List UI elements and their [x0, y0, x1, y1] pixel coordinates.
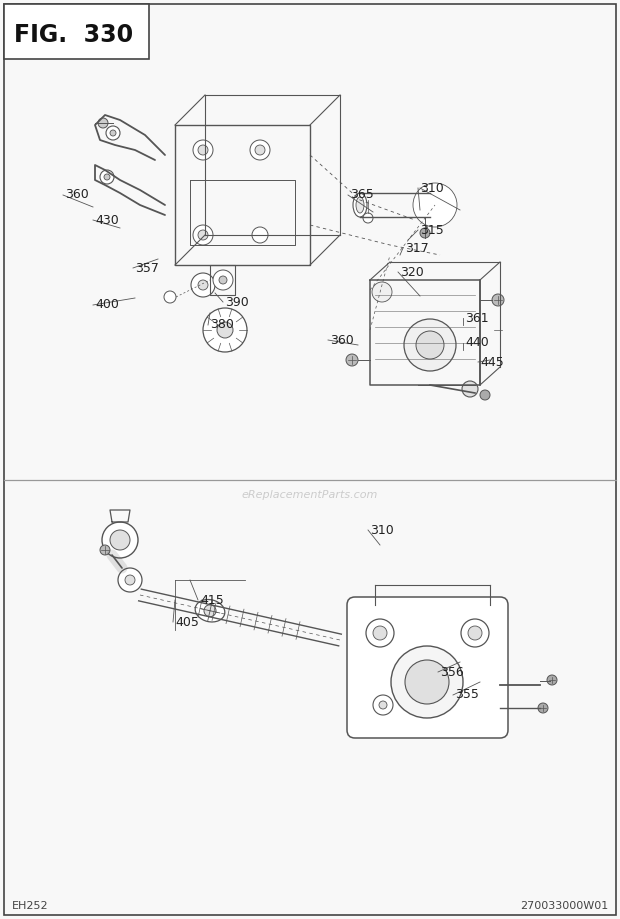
Circle shape: [104, 174, 110, 180]
Text: FIG.  330: FIG. 330: [14, 23, 133, 47]
Text: 361: 361: [465, 312, 489, 324]
Circle shape: [102, 522, 138, 558]
Circle shape: [191, 273, 215, 297]
Text: EH252: EH252: [12, 901, 48, 911]
Text: 360: 360: [65, 188, 89, 201]
Circle shape: [213, 270, 233, 290]
Text: 415: 415: [200, 594, 224, 607]
Circle shape: [250, 140, 270, 160]
Circle shape: [252, 227, 268, 243]
Circle shape: [547, 675, 557, 685]
Ellipse shape: [423, 193, 437, 217]
Circle shape: [255, 145, 265, 155]
Text: 355: 355: [455, 688, 479, 701]
Circle shape: [100, 170, 114, 184]
Ellipse shape: [195, 599, 225, 622]
Circle shape: [106, 126, 120, 140]
Circle shape: [366, 619, 394, 647]
Circle shape: [417, 187, 453, 223]
Circle shape: [164, 291, 176, 303]
Circle shape: [217, 322, 233, 338]
Circle shape: [203, 308, 247, 352]
Text: 400: 400: [95, 299, 119, 312]
Circle shape: [125, 575, 135, 585]
Text: 445: 445: [480, 356, 503, 369]
Bar: [4, 4, 149, 59]
Circle shape: [379, 701, 387, 709]
Text: 440: 440: [465, 336, 489, 349]
Text: 357: 357: [135, 262, 159, 275]
Text: 315: 315: [420, 223, 444, 236]
Circle shape: [391, 646, 463, 718]
Circle shape: [480, 390, 490, 400]
Text: 356: 356: [440, 665, 464, 678]
FancyBboxPatch shape: [347, 597, 508, 738]
Circle shape: [405, 660, 449, 704]
Circle shape: [198, 280, 208, 290]
Text: 390: 390: [225, 296, 249, 309]
Text: 365: 365: [350, 188, 374, 201]
Circle shape: [110, 130, 116, 136]
Circle shape: [373, 695, 393, 715]
Circle shape: [372, 282, 392, 302]
Text: 360: 360: [330, 334, 354, 346]
Circle shape: [461, 619, 489, 647]
Ellipse shape: [353, 193, 367, 217]
Circle shape: [110, 530, 130, 550]
Text: 317: 317: [405, 242, 429, 255]
Text: 380: 380: [210, 319, 234, 332]
Circle shape: [98, 118, 108, 128]
Circle shape: [363, 213, 373, 223]
Text: eReplacementParts.com: eReplacementParts.com: [242, 490, 378, 500]
Text: 405: 405: [175, 616, 199, 629]
Circle shape: [204, 605, 216, 617]
Circle shape: [198, 230, 208, 240]
Circle shape: [468, 626, 482, 640]
Circle shape: [416, 331, 444, 359]
Circle shape: [193, 225, 213, 245]
Circle shape: [538, 703, 548, 713]
Circle shape: [198, 145, 208, 155]
Text: 430: 430: [95, 213, 119, 226]
Circle shape: [219, 276, 227, 284]
Text: 310: 310: [370, 524, 394, 537]
Circle shape: [193, 140, 213, 160]
Circle shape: [373, 626, 387, 640]
Text: 310: 310: [420, 181, 444, 195]
Circle shape: [492, 294, 504, 306]
Circle shape: [118, 568, 142, 592]
Circle shape: [420, 228, 430, 238]
Circle shape: [413, 183, 457, 227]
Circle shape: [462, 381, 478, 397]
Circle shape: [346, 354, 358, 366]
Text: 270033000W01: 270033000W01: [520, 901, 608, 911]
Text: 320: 320: [400, 266, 423, 278]
Circle shape: [100, 545, 110, 555]
Circle shape: [425, 195, 445, 215]
Circle shape: [404, 319, 456, 371]
Ellipse shape: [356, 197, 364, 213]
